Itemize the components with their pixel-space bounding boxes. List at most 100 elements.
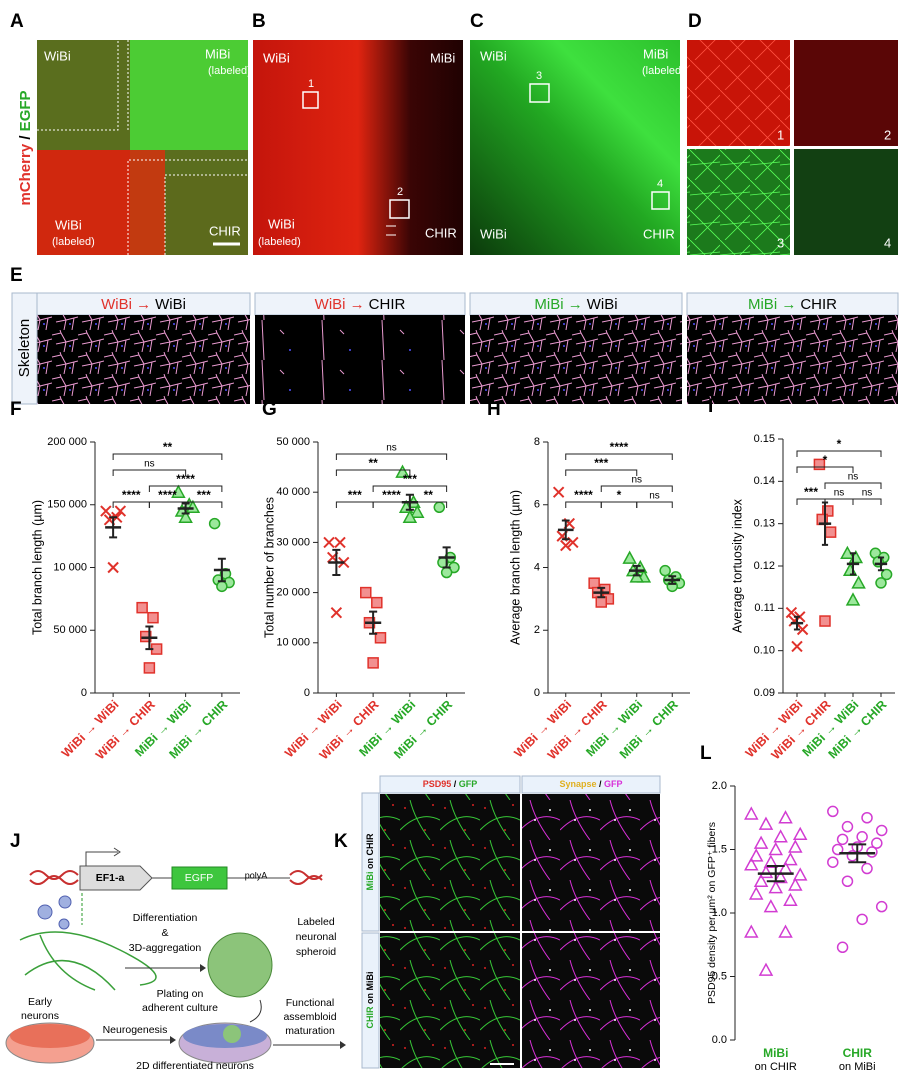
gene bbox=[171, 866, 228, 890]
stain: Synapse bbox=[559, 779, 596, 789]
significance-label: * bbox=[837, 437, 842, 451]
point bbox=[395, 464, 410, 478]
significance-bracket bbox=[796, 466, 854, 473]
point bbox=[171, 484, 186, 498]
arrow bbox=[249, 999, 262, 1023]
significance-bracket bbox=[185, 501, 223, 508]
skeleton-overlay bbox=[470, 315, 682, 404]
y-axis-label: Total number of branches bbox=[262, 497, 276, 638]
image-label: MiBi bbox=[430, 50, 455, 65]
panel-letter: J bbox=[10, 831, 21, 852]
y-tick-label: 1.5 bbox=[712, 843, 727, 855]
roi-box bbox=[529, 83, 550, 103]
panel-letter: E bbox=[10, 265, 23, 286]
step-label: 2D differentiated neurons bbox=[136, 1060, 254, 1072]
image-label: CHIR bbox=[643, 226, 675, 241]
step-label: Functional bbox=[286, 997, 334, 1009]
significance-label: ns bbox=[834, 488, 845, 499]
roi-label: 4 bbox=[657, 178, 663, 190]
error-bar bbox=[597, 586, 606, 599]
row-name: CHIR bbox=[365, 1006, 375, 1028]
point bbox=[827, 856, 839, 868]
point bbox=[753, 835, 769, 849]
significance-label: *** bbox=[348, 488, 362, 502]
point bbox=[768, 841, 784, 856]
point bbox=[374, 632, 387, 644]
row-note: on MiBi bbox=[365, 972, 375, 1007]
significance-bracket bbox=[565, 453, 673, 460]
image-label: (labeled) bbox=[258, 236, 301, 248]
spheroid-label: neuronal bbox=[296, 931, 337, 943]
image bbox=[380, 933, 520, 1068]
point bbox=[758, 962, 774, 976]
stain-sep: / bbox=[597, 779, 605, 789]
panel-letter: B bbox=[252, 11, 266, 32]
significance-label: ns bbox=[848, 472, 859, 483]
significance-label: ns bbox=[386, 443, 397, 454]
y-tick-label: 0 bbox=[81, 687, 87, 699]
image-tile bbox=[687, 40, 790, 146]
image-label: (labeled) bbox=[52, 236, 95, 248]
point bbox=[861, 812, 873, 824]
point bbox=[778, 924, 793, 938]
step-label: neurons bbox=[21, 1010, 59, 1022]
spheroid-label: spheroid bbox=[296, 946, 336, 958]
roi-box bbox=[389, 199, 410, 219]
tile-label: 4 bbox=[884, 235, 891, 250]
point bbox=[107, 561, 119, 574]
skeleton-overlay bbox=[255, 315, 465, 404]
panel-letter: G bbox=[262, 399, 277, 420]
y-tick-label: 30 000 bbox=[276, 536, 310, 548]
target: CHIR bbox=[369, 296, 406, 313]
point bbox=[861, 862, 873, 875]
significance-label: ns bbox=[144, 459, 155, 470]
point bbox=[778, 810, 793, 824]
column-header bbox=[521, 775, 661, 794]
point bbox=[824, 526, 837, 538]
y-tick-label: 2 bbox=[534, 624, 540, 636]
promoter-label: EF1-a bbox=[96, 872, 125, 884]
panel-letter: H bbox=[487, 399, 501, 420]
point bbox=[440, 566, 453, 579]
y-tick-label: 0 bbox=[534, 687, 540, 699]
error-bar bbox=[632, 564, 641, 577]
panel-c: WiBi MiBi (labeled) 3 4 WiBi CHIR bbox=[470, 40, 685, 255]
row-header bbox=[361, 932, 380, 1069]
polya-label: polyA bbox=[245, 870, 268, 880]
neurons bbox=[19, 931, 157, 991]
column-label: WiBi → WiBi bbox=[101, 296, 186, 313]
dashed-border bbox=[37, 40, 248, 255]
panel-d: 1 2 3 4 bbox=[687, 40, 898, 255]
point bbox=[659, 564, 671, 577]
image-tile bbox=[687, 149, 790, 255]
point bbox=[629, 569, 645, 583]
point bbox=[791, 640, 803, 653]
tile-label: 1 bbox=[777, 127, 784, 142]
point bbox=[871, 837, 883, 849]
panel-b: WiBi MiBi 1 2 WiBi (labeled) CHIR bbox=[253, 40, 463, 255]
significance-label: ** bbox=[368, 456, 378, 470]
significance-bracket bbox=[335, 453, 448, 460]
source: WiBi → bbox=[315, 296, 365, 313]
point bbox=[875, 577, 887, 589]
y-tick-label: 0.5 bbox=[712, 970, 727, 982]
source: WiBi → bbox=[101, 296, 151, 313]
point bbox=[330, 606, 343, 619]
significance-bracket bbox=[112, 501, 150, 508]
point bbox=[402, 509, 418, 524]
step-label: maturation bbox=[285, 1025, 335, 1037]
image-label: CHIR bbox=[425, 225, 457, 240]
panel-letter: A bbox=[10, 11, 24, 32]
point bbox=[208, 517, 221, 530]
panel-letter: D bbox=[688, 11, 702, 32]
point bbox=[880, 568, 893, 581]
stain-sep: / bbox=[17, 131, 34, 144]
point bbox=[763, 854, 779, 868]
y-tick-label: 0.13 bbox=[754, 518, 775, 530]
point bbox=[622, 550, 637, 564]
error-bar bbox=[793, 615, 801, 631]
image-label: MiBi bbox=[643, 46, 668, 61]
step-label: & bbox=[161, 927, 168, 939]
step-label: assembloid bbox=[283, 1011, 336, 1023]
